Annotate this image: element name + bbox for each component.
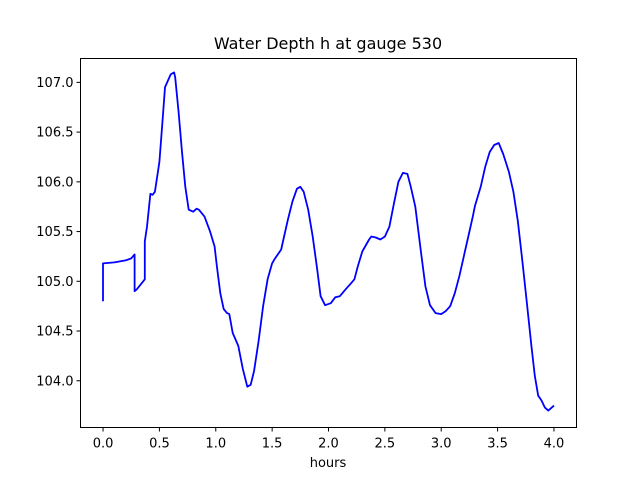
y-tick-label: 107.0 [36, 76, 73, 91]
y-tick-label: 104.5 [36, 325, 73, 340]
x-tick-label: 3.0 [431, 437, 452, 452]
x-tick-label: 0.0 [93, 437, 114, 452]
x-axis-ticks: 0.0 0.5 1.0 1.5 2.0 2.5 3.0 3.5 4.0 [93, 427, 565, 452]
y-axis-ticks: 104.0 104.5 105.0 105.5 106.0 106.5 107.0 [36, 76, 81, 389]
y-tick-label: 104.0 [36, 374, 73, 389]
y-tick-label: 105.5 [36, 225, 73, 240]
y-tick-label: 105.0 [36, 275, 73, 290]
x-axis-label: hours [310, 456, 347, 471]
chart-title: Water Depth h at gauge 530 [214, 34, 442, 53]
x-tick-label: 1.5 [262, 437, 283, 452]
x-tick-label: 3.5 [487, 437, 508, 452]
y-tick-label: 106.5 [36, 126, 73, 141]
x-tick-label: 2.0 [318, 437, 339, 452]
y-tick-label: 106.0 [36, 175, 73, 190]
series-line-0 [102, 71, 555, 412]
plot-area-frame [80, 58, 577, 428]
x-tick-label: 0.5 [149, 437, 170, 452]
x-tick-label: 2.5 [375, 437, 396, 452]
x-tick-label: 4.0 [544, 437, 565, 452]
x-tick-label: 1.0 [205, 437, 226, 452]
series-layer [102, 71, 555, 412]
